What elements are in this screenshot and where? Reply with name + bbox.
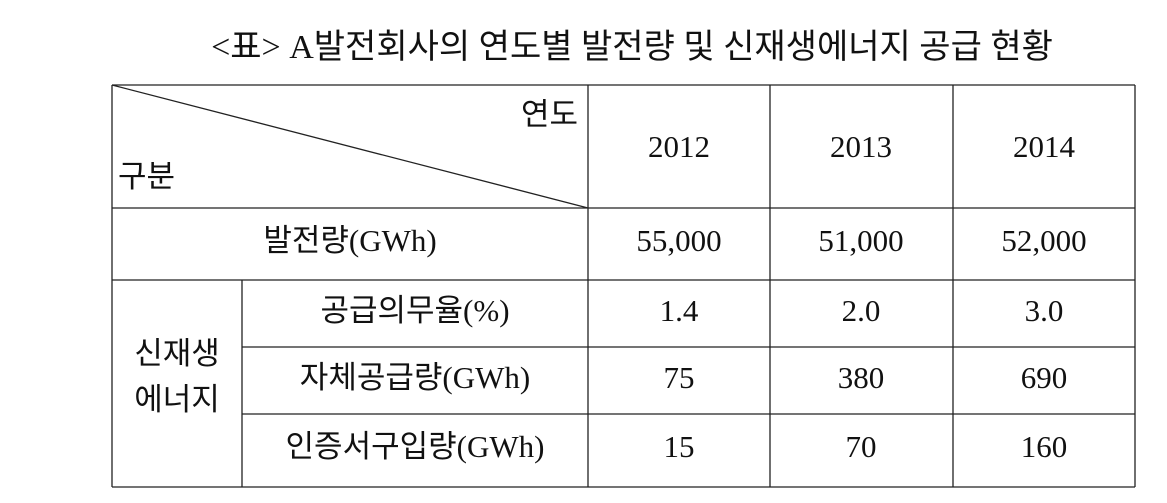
- column-year: 2013: [830, 129, 892, 164]
- cell: 15: [664, 429, 695, 464]
- cell: 75: [664, 360, 695, 395]
- cell: 690: [1021, 360, 1068, 395]
- table-title: <표> A발전회사의 연도별 발전량 및 신재생에너지 공급 현황: [211, 29, 1053, 66]
- cell: 160: [1021, 429, 1068, 464]
- row-label: 발전량(GWh): [263, 223, 436, 258]
- row-header: 구분: [118, 159, 175, 194]
- corner-diagonal: [111, 84, 589, 209]
- row-label: 인증서구입량(GWh): [286, 429, 545, 464]
- row-label: 자체공급량(GWh): [300, 360, 530, 395]
- table-grid: [111, 84, 1136, 488]
- group-label: 에너지: [134, 382, 220, 417]
- cell: 55,000: [636, 223, 721, 258]
- row-label: 공급의무율(%): [320, 293, 509, 328]
- column-year: 2014: [1013, 129, 1076, 164]
- cell: 2.0: [842, 293, 881, 328]
- column-header: 연도: [521, 97, 578, 132]
- cell: 51,000: [818, 223, 903, 258]
- group-label: 신재생: [134, 336, 220, 371]
- cell: 3.0: [1025, 293, 1064, 328]
- column-year: 2012: [648, 129, 710, 164]
- cell: 70: [846, 429, 877, 464]
- cell: 380: [838, 360, 885, 395]
- cell: 1.4: [660, 293, 699, 328]
- cell: 52,000: [1001, 223, 1086, 258]
